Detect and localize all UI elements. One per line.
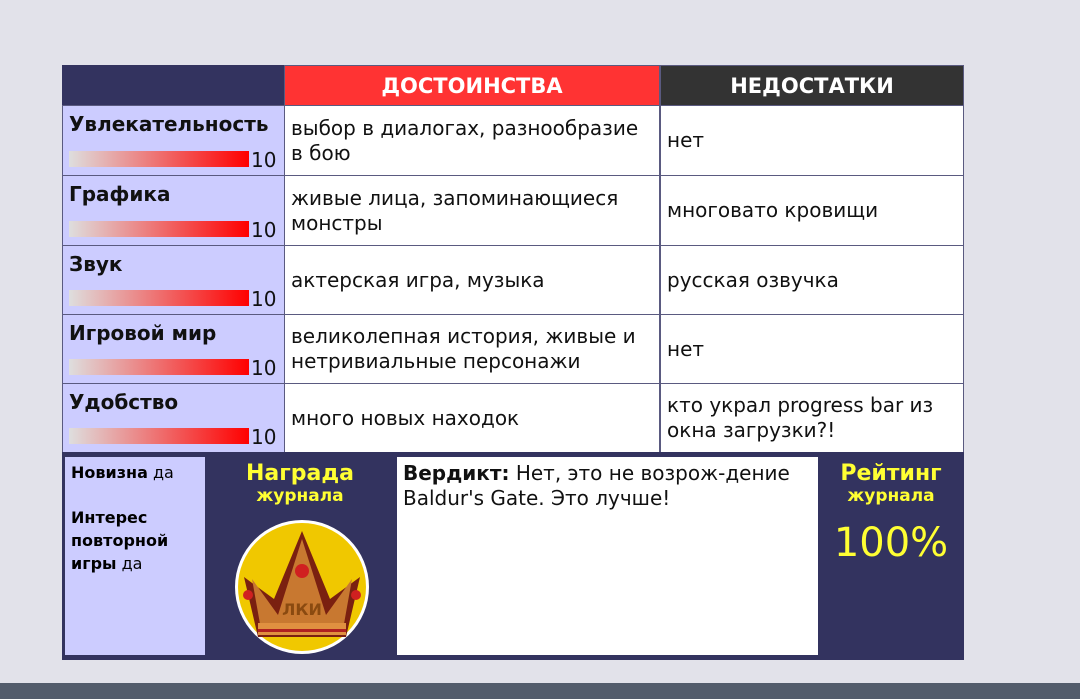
extras-panel: Новизна да Интерес повторной игры да <box>65 457 205 655</box>
pros-cell: великолепная история, живые и нетривиаль… <box>285 315 659 383</box>
cons-cell: русская озвучка <box>661 246 963 314</box>
bottom-toolbar <box>0 683 1080 699</box>
score-bar <box>69 428 249 444</box>
verdict-panel: Вердикт: Нет, это не возрож-дение Baldur… <box>397 457 818 655</box>
replay-label: Интерес повторной игры <box>71 508 169 573</box>
criterion-label: Удобство <box>69 390 179 414</box>
pros-cell: живые лица, запоминающиеся монстры <box>285 176 659 245</box>
pros-header: ДОСТОИНСТВА <box>285 66 659 105</box>
score-bar <box>69 151 249 167</box>
award-title: Награда <box>246 461 354 486</box>
rating-panel: Рейтинг журнала 100% <box>818 457 964 655</box>
score-bar <box>69 359 249 375</box>
criterion-cell: Графика 10 <box>63 176 284 245</box>
novelty-label: Новизна <box>71 463 148 482</box>
criterion-label: Увлекательность <box>69 112 269 136</box>
award-subtitle: журнала <box>256 486 344 506</box>
novelty-value: да <box>152 463 174 482</box>
corner-header <box>62 65 284 105</box>
verdict-text: Нет, это не возрож-дение Baldur's Gate. … <box>403 461 790 510</box>
award-panel: Награда журнала ЛКИ <box>205 457 395 655</box>
verdict-label: Вердикт: <box>403 461 510 485</box>
score-value: 10 <box>251 218 277 242</box>
pros-cell: актерская игра, музыка <box>285 246 659 314</box>
score-value: 10 <box>251 425 277 449</box>
pros-cell: выбор в диалогах, разнообразие в бою <box>285 106 659 175</box>
cons-cell: многовато кровищи <box>661 176 963 245</box>
criterion-label: Графика <box>69 182 171 206</box>
score-value: 10 <box>251 287 277 311</box>
criterion-cell: Удобство 10 <box>63 384 284 452</box>
criterion-cell: Игровой мир 10 <box>63 315 284 383</box>
rating-subtitle: журнала <box>847 486 935 506</box>
score-value: 10 <box>251 148 277 172</box>
rating-title: Рейтинг <box>840 461 942 486</box>
review-table: ДОСТОИНСТВА НЕДОСТАТКИ Увлекательность 1… <box>62 65 964 660</box>
rating-value: 100% <box>833 520 949 566</box>
criterion-label: Игровой мир <box>69 321 217 345</box>
score-value: 10 <box>251 356 277 380</box>
summary-section: Новизна да Интерес повторной игры да Наг… <box>62 452 964 660</box>
score-bar <box>69 290 249 306</box>
cons-cell: нет <box>661 315 963 383</box>
cons-header: НЕДОСТАТКИ <box>661 66 963 105</box>
replay-value: да <box>121 554 143 573</box>
score-bar <box>69 221 249 237</box>
pros-cell: много новых находок <box>285 384 659 452</box>
criterion-cell: Звук 10 <box>63 246 284 314</box>
criterion-label: Звук <box>69 252 123 276</box>
criterion-cell: Увлекательность 10 <box>63 106 284 175</box>
cons-cell: нет <box>661 106 963 175</box>
cons-cell: кто украл progress bar из окна загрузки?… <box>661 384 963 452</box>
crown-icon: ЛКИ <box>235 520 369 654</box>
logo-text: ЛКИ <box>282 600 322 619</box>
